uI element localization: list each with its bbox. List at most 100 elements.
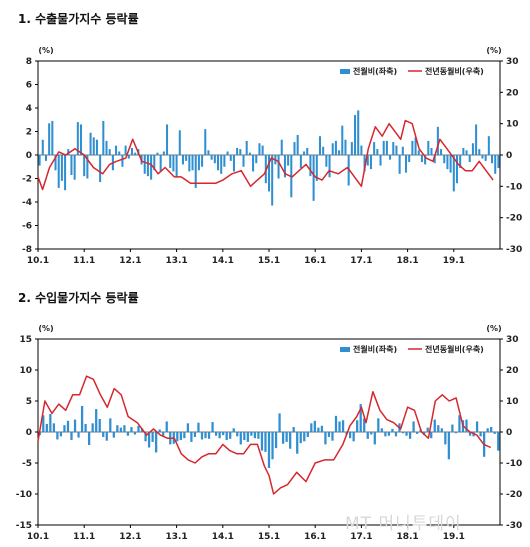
chart2-bar — [377, 418, 380, 432]
chart2-line-series — [37, 375, 492, 495]
chart1-right-tick-label: -30 — [506, 245, 522, 255]
chart1-bar — [494, 155, 497, 174]
chart1-bar — [255, 155, 258, 164]
chart2-bar — [133, 432, 137, 435]
chart2-bar — [490, 427, 493, 432]
chart2-bar — [77, 432, 80, 438]
chart2-bar — [465, 419, 468, 432]
chart1-bar — [462, 147, 465, 155]
chart2-bar — [95, 409, 98, 432]
chart1-bar — [252, 155, 255, 172]
chart2-bar — [207, 432, 211, 439]
chart1-bar — [83, 155, 86, 177]
chart1-bar — [481, 155, 484, 159]
chart2-bar — [412, 421, 415, 432]
chart1-bar — [303, 151, 306, 155]
chart1-bar — [350, 142, 353, 155]
chart2-bar — [391, 428, 394, 432]
chart1-bar — [127, 155, 130, 159]
chart1-bar — [475, 124, 478, 155]
chart1-bar — [411, 140, 414, 155]
chart2-bar — [267, 432, 271, 468]
chart1-bar — [41, 139, 44, 155]
chart1-bar — [379, 155, 382, 166]
chart1-bar — [204, 129, 207, 155]
chart2-x-tick-label: 10.1 — [27, 532, 49, 542]
chart1-bar — [150, 155, 153, 180]
chart1-bar — [38, 155, 41, 166]
chart1-bar — [459, 155, 462, 168]
chart1-bar — [175, 155, 178, 178]
chart1-bar — [271, 155, 274, 206]
chart2-bar — [352, 432, 355, 442]
chart1-bar — [207, 150, 210, 155]
chart2-x-tick-label: 17.1 — [350, 532, 372, 542]
chart1-bar — [191, 155, 194, 171]
chart2-bar — [70, 432, 73, 441]
chart2-x-tick-label: 13.1 — [165, 532, 187, 542]
chart2-bar — [260, 432, 264, 451]
chart1-x-tick-label: 14.1 — [212, 256, 234, 266]
chart1-bar — [357, 110, 360, 155]
chart1-bar — [277, 155, 280, 179]
chart2-bar — [405, 432, 408, 436]
chart2-bar — [363, 418, 366, 432]
chart1-bar — [446, 155, 449, 170]
chart1-bar — [436, 126, 439, 155]
chart1-bar — [130, 147, 134, 155]
chart2-x-tick-label: 18.1 — [396, 532, 418, 542]
chart1-bar — [385, 140, 388, 155]
chart1-bar — [478, 149, 481, 155]
chart1-bar — [430, 147, 433, 155]
chart2-left-axis-unit: (%) — [38, 324, 53, 333]
chart1-bar — [424, 155, 427, 165]
chart1-left-tick-label: -8 — [22, 245, 32, 255]
chart2-bar — [190, 432, 193, 442]
chart2-bar — [200, 432, 204, 440]
chart1-bar — [185, 155, 188, 161]
chart1-bar — [232, 155, 235, 172]
chart1-right-axis-unit: (%) — [486, 46, 501, 55]
chart1-bar — [293, 142, 296, 155]
chart1-bar — [92, 137, 95, 155]
chart2-bar — [303, 432, 306, 442]
chart2-bar — [246, 432, 249, 442]
chart2-bar — [433, 419, 436, 432]
chart2-bar — [204, 432, 207, 439]
chart1-bar — [44, 155, 47, 161]
chart2-bar — [229, 432, 232, 439]
chart1-bar — [338, 150, 341, 155]
chart1-bar — [296, 135, 299, 155]
chart2-bar — [327, 432, 331, 437]
chart1-bar — [306, 147, 309, 155]
chart2-bar — [225, 432, 228, 441]
chart1-x-tick-label: 18.1 — [396, 256, 418, 266]
chart2-bar — [236, 432, 239, 437]
chart1-right-tick-label: 30 — [506, 57, 519, 67]
chart2-bar — [289, 432, 292, 449]
chart1-bar — [146, 155, 149, 177]
chart1-bar — [465, 150, 468, 155]
chart1-bar — [118, 151, 121, 155]
chart1-legend-bar-swatch — [340, 69, 350, 74]
chart1-left-tick-label: 4 — [26, 104, 32, 114]
chart2-bar — [387, 432, 391, 436]
chart1-x-tick-label: 12.1 — [119, 256, 141, 266]
chart2-bar — [341, 420, 345, 432]
chart1-left-tick-label: -4 — [22, 198, 32, 208]
chart1-bar — [213, 155, 216, 164]
chart1-bar — [70, 155, 73, 175]
chart2-bar — [437, 425, 440, 432]
chart2-bar — [112, 432, 115, 438]
chart2-bar — [49, 414, 52, 432]
chart2-bar — [493, 432, 496, 434]
chart2-legend-bar-label: 전월비(좌축) — [353, 344, 397, 354]
chart1-bar — [166, 124, 169, 155]
chart2-bar — [130, 427, 133, 432]
chart1-bar — [102, 120, 105, 155]
chart2-bar — [98, 418, 101, 432]
chart1-bar — [124, 145, 127, 155]
chart1-bar — [60, 155, 63, 181]
chart2-bar — [105, 432, 108, 441]
chart2-bar — [165, 421, 168, 432]
